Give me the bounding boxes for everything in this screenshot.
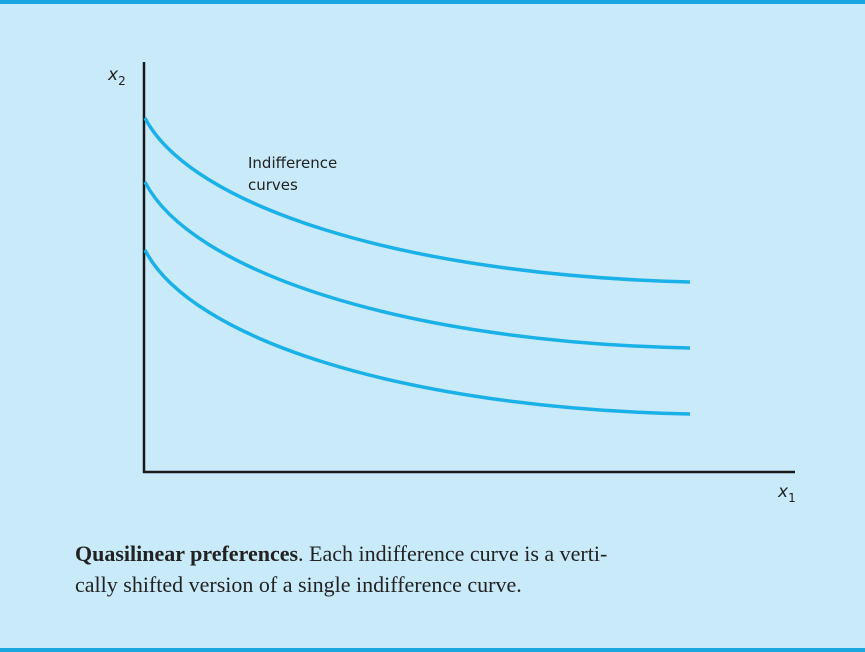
curve-label: curves (248, 176, 298, 194)
bottom-rule (0, 648, 865, 652)
curve-label: Indifference (248, 154, 337, 172)
indifference-curve (143, 117, 691, 284)
caption: cally shifted version of a single indiff… (75, 572, 522, 597)
caption: Quasilinear preferences. Each indifferen… (75, 541, 607, 566)
x-axis-label: x1 (777, 482, 796, 505)
indifference-curve (143, 249, 691, 416)
indifference-curve (143, 181, 691, 350)
y-axis-label: x2 (107, 65, 126, 88)
top-rule (0, 0, 865, 4)
